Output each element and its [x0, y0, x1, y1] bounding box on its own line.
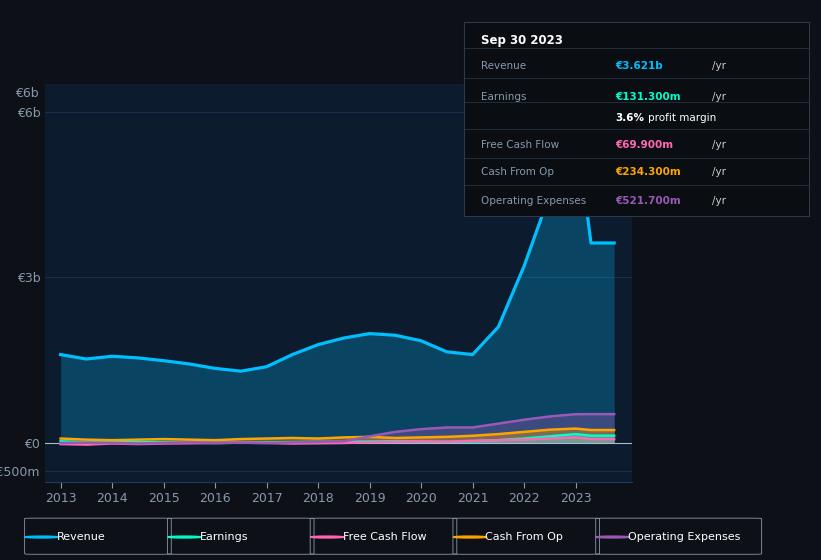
Text: €521.700m: €521.700m [616, 197, 681, 206]
Text: €69.900m: €69.900m [616, 140, 674, 150]
Text: Operating Expenses: Operating Expenses [481, 197, 586, 206]
Text: €3.621b: €3.621b [616, 61, 663, 71]
Text: Sep 30 2023: Sep 30 2023 [481, 34, 563, 47]
Text: €234.300m: €234.300m [616, 167, 681, 178]
Text: Operating Expenses: Operating Expenses [628, 532, 741, 542]
Circle shape [596, 536, 630, 538]
Text: Revenue: Revenue [481, 61, 526, 71]
Text: /yr: /yr [712, 92, 726, 102]
Text: Cash From Op: Cash From Op [485, 532, 563, 542]
Text: Revenue: Revenue [57, 532, 106, 542]
Circle shape [167, 536, 201, 538]
Text: /yr: /yr [712, 61, 726, 71]
Text: Earnings: Earnings [481, 92, 526, 102]
Circle shape [25, 536, 58, 538]
Text: Free Cash Flow: Free Cash Flow [481, 140, 559, 150]
Text: /yr: /yr [712, 197, 726, 206]
Text: Free Cash Flow: Free Cash Flow [342, 532, 426, 542]
Circle shape [453, 536, 487, 538]
Text: Cash From Op: Cash From Op [481, 167, 554, 178]
Text: 3.6%: 3.6% [616, 113, 644, 123]
Text: /yr: /yr [712, 167, 726, 178]
Text: Earnings: Earnings [200, 532, 248, 542]
Text: /yr: /yr [712, 140, 726, 150]
Text: €131.300m: €131.300m [616, 92, 681, 102]
Text: €6b: €6b [15, 87, 39, 100]
Text: profit margin: profit margin [649, 113, 717, 123]
Circle shape [310, 536, 344, 538]
